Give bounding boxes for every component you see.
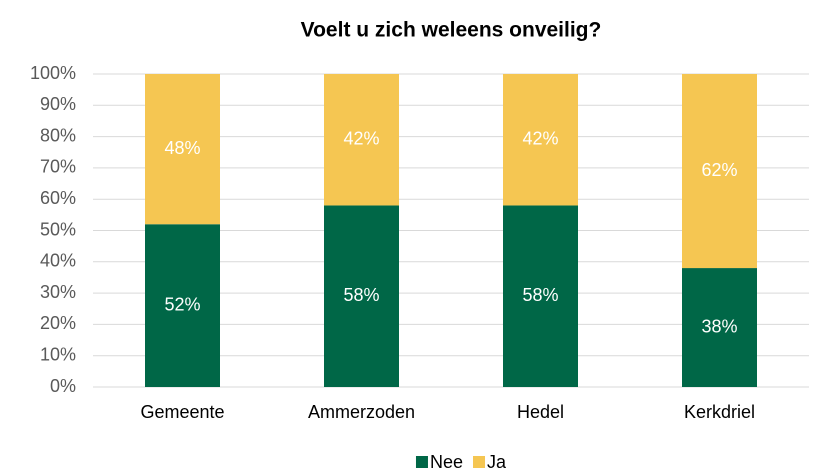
y-tick-label: 60% xyxy=(40,188,76,208)
y-tick-label: 90% xyxy=(40,94,76,114)
y-tick-label: 0% xyxy=(50,376,76,396)
y-tick-label: 20% xyxy=(40,313,76,333)
bar-segment xyxy=(145,224,220,387)
y-tick-label: 100% xyxy=(30,63,76,83)
data-label: 38% xyxy=(701,316,737,336)
legend-swatch xyxy=(415,456,428,468)
data-label: 58% xyxy=(522,285,558,305)
legend-label: Nee xyxy=(430,452,463,472)
y-tick-label: 10% xyxy=(40,344,76,364)
legend-swatch xyxy=(473,456,486,468)
bar-segment xyxy=(682,268,757,387)
chart-title: Voelt u zich weleens onveilig? xyxy=(301,19,602,42)
x-tick-label: Ammerzoden xyxy=(308,402,415,422)
y-tick-label: 30% xyxy=(40,282,76,302)
x-tick-label: Kerkdriel xyxy=(684,402,755,422)
bar-segment xyxy=(682,74,757,269)
bar-segment xyxy=(503,74,578,206)
data-label: 48% xyxy=(164,138,200,158)
bar-segment xyxy=(145,74,220,225)
x-tick-label: Hedel xyxy=(517,402,564,422)
data-label: 42% xyxy=(522,128,558,148)
bar-segment xyxy=(324,74,399,206)
data-label: 58% xyxy=(343,285,379,305)
data-label: 62% xyxy=(701,160,737,180)
y-tick-label: 40% xyxy=(40,251,76,271)
data-label: 52% xyxy=(164,294,200,314)
y-tick-label: 70% xyxy=(40,157,76,177)
data-label: 42% xyxy=(343,128,379,148)
x-tick-label: Gemeente xyxy=(140,402,224,422)
bar-segment xyxy=(503,205,578,387)
y-tick-label: 80% xyxy=(40,125,76,145)
legend-label: Ja xyxy=(487,452,507,472)
bar-segment xyxy=(324,205,399,387)
y-tick-label: 50% xyxy=(40,219,76,239)
